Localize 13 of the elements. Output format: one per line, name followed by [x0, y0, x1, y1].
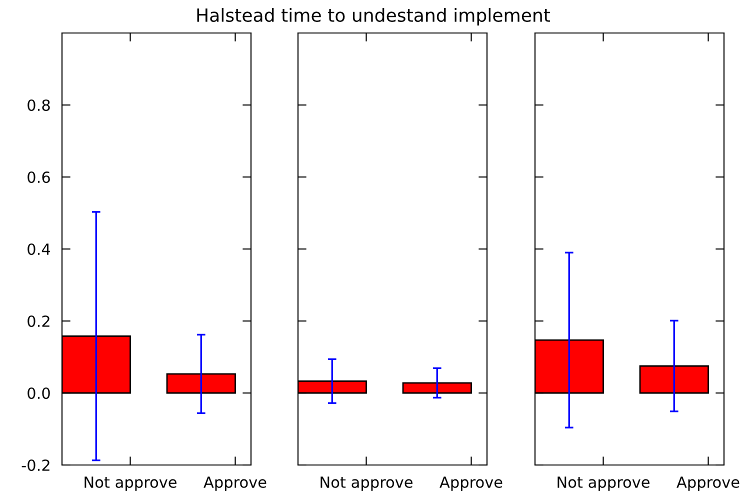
x-tick-label: Not approve [84, 476, 176, 491]
x-tick-label: Approve [440, 476, 502, 491]
y-tick-label: 0.6 [28, 171, 50, 184]
y-tick-label: -0.2 [22, 459, 50, 472]
x-tick-label: Approve [676, 476, 740, 491]
x-tick-label: Not approve [320, 476, 412, 491]
y-tick-label: 0.0 [28, 387, 50, 400]
y-tick-label: 0.8 [28, 99, 50, 112]
x-tick-label: Not approve [558, 476, 650, 491]
x-tick-label: Approve [204, 476, 266, 491]
text: Halstead time to undestand implement [197, 8, 550, 26]
y-tick-label: 0.4 [28, 243, 50, 256]
y-tick-label: 0.2 [28, 315, 50, 328]
